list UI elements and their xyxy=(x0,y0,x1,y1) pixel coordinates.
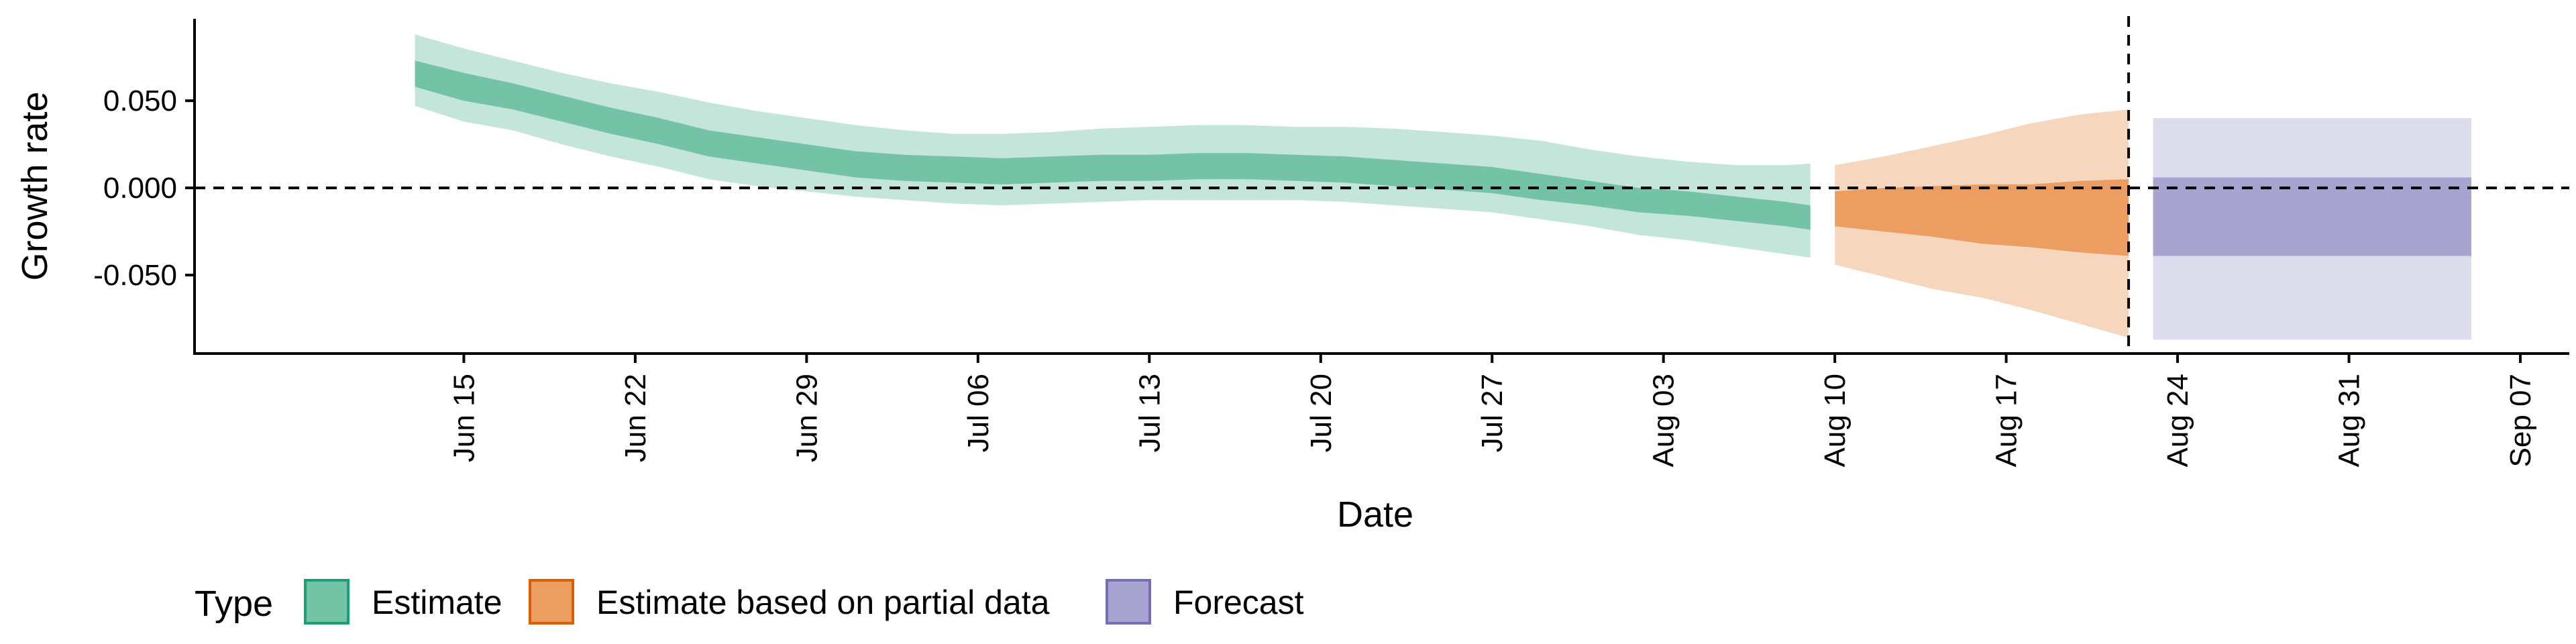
x-tick-label: Jul 13 xyxy=(1133,374,1166,452)
legend-key-0 xyxy=(304,579,350,625)
x-tick-label: Aug 24 xyxy=(2161,374,2194,467)
x-tick-label: Jun 22 xyxy=(619,374,652,462)
series-2-inner-band xyxy=(2153,177,2471,256)
legend-label-2: Forecast xyxy=(1173,584,1304,621)
reference-lines xyxy=(195,16,2569,354)
y-tick-label: 0.050 xyxy=(103,85,177,117)
x-tick-label: Aug 03 xyxy=(1648,374,1680,467)
x-tick-label: Aug 31 xyxy=(2333,374,2366,467)
x-tick-label: Aug 10 xyxy=(1819,374,1851,467)
x-ticks: Jun 15 Jun 22 Jun 29 Jul 06 Jul 13 Jul 20 Jul … xyxy=(447,354,2537,467)
x-tick-label: Sep 07 xyxy=(2504,374,2537,467)
legend-key-2 xyxy=(1106,579,1151,625)
x-tick-label: Jun 15 xyxy=(447,374,480,462)
y-ticks: 0.050 0.000 -0.050 xyxy=(93,85,195,292)
axes: 0.050 0.000 -0.050 Jun 15 Jun 22 Jun 29 Jul 0… xyxy=(93,19,2569,467)
series-1 xyxy=(1835,109,2129,338)
series-2 xyxy=(2153,118,2471,340)
x-tick-label: Jul 20 xyxy=(1305,374,1338,452)
series-0 xyxy=(415,34,1811,258)
x-tick-label: Jul 06 xyxy=(962,374,995,452)
legend-title: Type xyxy=(195,584,273,624)
legend-label-1: Estimate based on partial data xyxy=(596,584,1050,621)
legend-key-1 xyxy=(529,579,574,625)
x-axis-title: Date xyxy=(1337,494,1413,535)
x-tick-label: Jun 29 xyxy=(790,374,823,462)
y-axis-title: Growth rate xyxy=(15,91,55,280)
series-0-outer-band xyxy=(415,34,1811,258)
series-1-inner-band xyxy=(1835,179,2129,256)
y-tick-label: -0.050 xyxy=(93,259,177,292)
x-tick-label: Aug 17 xyxy=(1990,374,2023,467)
x-tick-label: Jul 27 xyxy=(1476,374,1509,452)
legend: Type Estimate Estimate based on partial d… xyxy=(195,579,1304,625)
legend-label-0: Estimate xyxy=(372,584,502,621)
y-tick-label: 0.000 xyxy=(103,172,177,205)
